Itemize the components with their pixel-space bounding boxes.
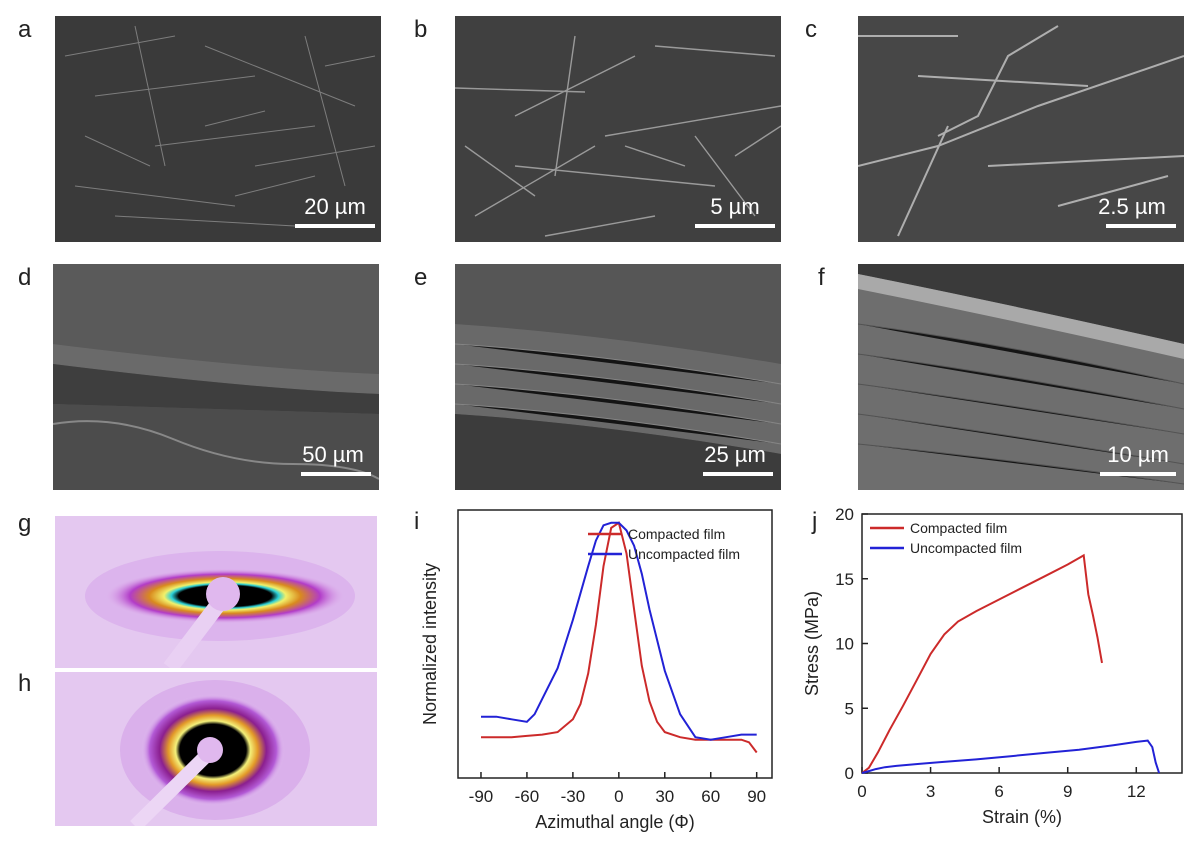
x-tick-label: 90 bbox=[747, 787, 766, 806]
panel-h-waxs-pattern bbox=[55, 672, 377, 826]
panel-c-sem-image: 2.5 µm bbox=[858, 16, 1184, 242]
scale-label: 25 µm bbox=[704, 442, 766, 467]
y-tick-label: 10 bbox=[835, 635, 854, 654]
panel-b-label: b bbox=[414, 16, 428, 43]
x-tick-label: 60 bbox=[701, 787, 720, 806]
y-tick-label: 15 bbox=[835, 570, 854, 589]
sem-texture-e bbox=[455, 264, 781, 490]
scale-bar bbox=[295, 224, 375, 228]
sem-texture-f bbox=[858, 264, 1184, 490]
plot-frame bbox=[457, 509, 773, 779]
panel-i-label: i bbox=[414, 508, 420, 535]
scale-bar bbox=[695, 224, 775, 228]
x-tick-label: 9 bbox=[1063, 782, 1072, 801]
scale-label: 5 µm bbox=[710, 194, 760, 219]
x-tick-label: 0 bbox=[857, 782, 866, 801]
panel-e-sem-image: 25 µm bbox=[455, 264, 781, 490]
series-line-uncompacted-film bbox=[861, 739, 1161, 774]
y-axis-label: Normalized intensity bbox=[420, 563, 440, 725]
legend-label-compacted-film: Compacted film bbox=[628, 526, 725, 542]
panel-j-label: j bbox=[812, 508, 818, 535]
x-axis-label: Strain (%) bbox=[982, 807, 1062, 827]
x-tick-label: 0 bbox=[614, 787, 623, 806]
scale-bar bbox=[1106, 224, 1176, 228]
sem-texture-b bbox=[455, 35, 781, 237]
series-line-compacted-film bbox=[861, 553, 1103, 774]
panel-g-waxs-pattern bbox=[55, 516, 377, 668]
sem-texture-c bbox=[858, 25, 1184, 237]
x-tick-label: 12 bbox=[1127, 782, 1146, 801]
scale-label: 50 µm bbox=[302, 442, 364, 467]
scale-label: 2.5 µm bbox=[1098, 194, 1166, 219]
panel-a-label: a bbox=[18, 16, 32, 43]
x-tick-label: 3 bbox=[926, 782, 935, 801]
scale-label: 20 µm bbox=[304, 194, 366, 219]
x-tick-label: -30 bbox=[561, 787, 586, 806]
series-line-uncompacted-film bbox=[481, 521, 757, 741]
scale-bar bbox=[1100, 472, 1176, 476]
scale-bar bbox=[301, 472, 371, 476]
y-tick-label: 0 bbox=[845, 764, 854, 783]
sem-texture-d bbox=[53, 264, 379, 490]
x-tick-label: 6 bbox=[994, 782, 1003, 801]
panel-h-label: h bbox=[18, 670, 32, 697]
chart-j-stress-strain: 0 3 6 9 12 0 5 10 15 20 Strain (%) Stress (MPa) Comp… bbox=[802, 505, 1183, 827]
panel-f-sem-image: 10 µm bbox=[858, 264, 1184, 490]
y-tick-label: 20 bbox=[835, 505, 854, 524]
legend-label-compacted-film: Compacted film bbox=[910, 520, 1007, 536]
legend-label-uncompacted-film: Uncompacted film bbox=[628, 546, 740, 562]
panel-f-label: f bbox=[818, 264, 825, 291]
x-tick-label: 30 bbox=[655, 787, 674, 806]
panel-g-label: g bbox=[18, 510, 32, 537]
x-tick-label: -90 bbox=[469, 787, 494, 806]
sem-texture-a bbox=[64, 25, 376, 227]
panel-e-label: e bbox=[414, 264, 428, 291]
panel-d-sem-image: 50 µm bbox=[53, 264, 379, 490]
panel-d-label: d bbox=[18, 264, 32, 291]
y-tick-label: 5 bbox=[845, 699, 854, 718]
y-axis-label: Stress (MPa) bbox=[802, 591, 822, 696]
chart-i-azimuthal-intensity: -90 -60 -30 0 30 60 90 Azimuthal angle (Φ) Norma… bbox=[420, 509, 773, 832]
panel-b-sem-image: 5 µm bbox=[455, 16, 781, 242]
scale-label: 10 µm bbox=[1107, 442, 1169, 467]
x-axis-label: Azimuthal angle (Φ) bbox=[535, 812, 694, 832]
panel-c-label: c bbox=[805, 16, 817, 43]
legend-label-uncompacted-film: Uncompacted film bbox=[910, 540, 1022, 556]
x-tick-label: -60 bbox=[515, 787, 540, 806]
panel-a-sem-image: 20 µm bbox=[55, 16, 381, 242]
scale-bar bbox=[703, 472, 773, 476]
